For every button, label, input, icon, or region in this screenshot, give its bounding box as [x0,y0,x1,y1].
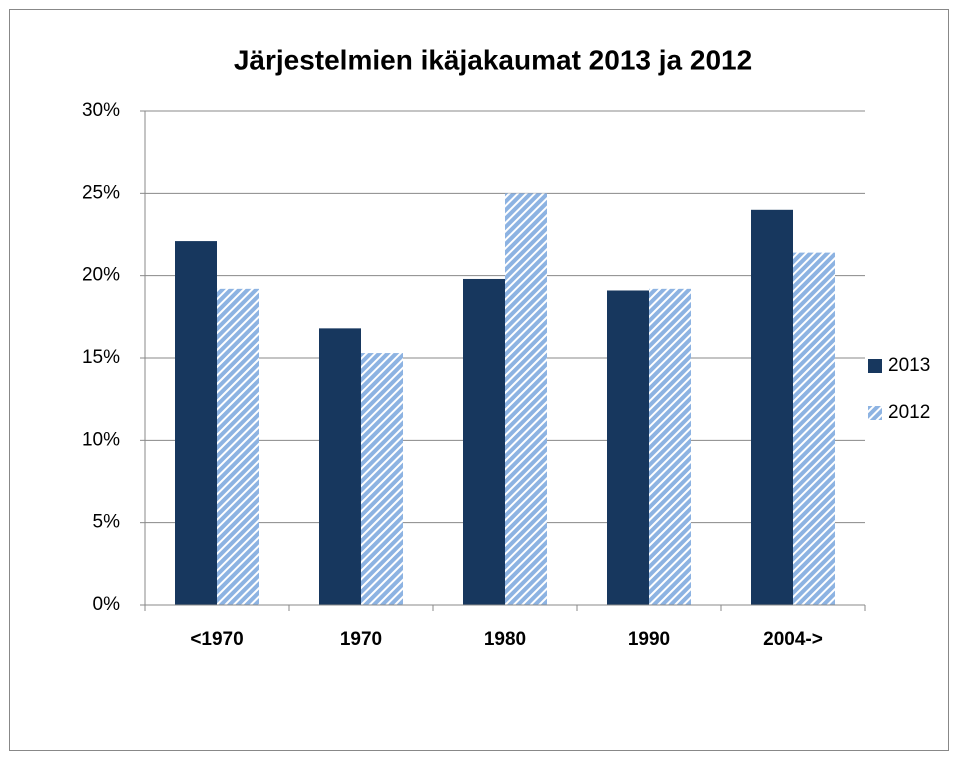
legend-swatch [868,359,882,373]
x-tick-label: 1980 [484,629,526,650]
x-tick-label: 1990 [628,629,670,650]
y-tick-label: 20% [82,265,120,286]
y-tick-label: 10% [82,429,120,450]
legend-swatch [868,406,882,420]
bar [505,193,547,606]
bar [751,209,793,606]
chart-title: Järjestelmien ikäjakaumat 2013 ja 2012 [234,44,752,75]
legend-label: 2013 [888,355,930,376]
bar [607,290,649,605]
x-tick-label: 1970 [340,629,382,650]
bar [463,278,505,605]
x-tick-label: 2004-> [763,629,823,650]
bar [793,252,835,605]
bar [217,288,259,605]
y-tick-label: 0% [93,594,121,615]
legend-label: 2012 [888,402,930,423]
bar [649,288,691,605]
y-tick-label: 30% [82,100,120,121]
bar [175,241,217,605]
y-tick-label: 5% [93,512,121,533]
y-tick-label: 25% [82,182,120,203]
bar [319,328,361,605]
y-tick-label: 15% [82,347,120,368]
bar [361,353,403,605]
x-tick-label: <1970 [190,629,243,650]
